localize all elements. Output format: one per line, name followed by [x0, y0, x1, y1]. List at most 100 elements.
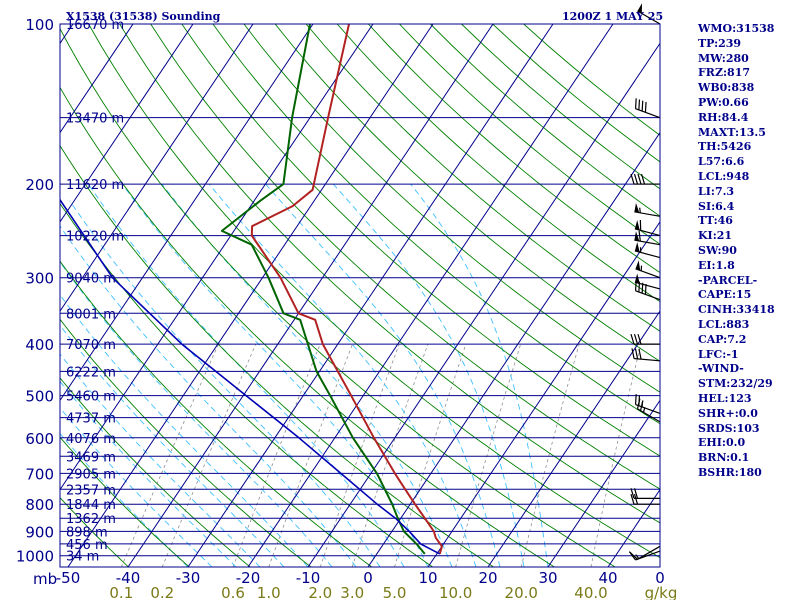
index-item: BRN:0.1	[698, 451, 750, 465]
wind-barb	[635, 260, 661, 279]
wind-barb-flag	[634, 348, 639, 359]
dry-adiabat	[60, 318, 312, 567]
index-item: MAXT:13.5	[698, 125, 766, 139]
sounding-profiles	[60, 24, 443, 555]
moist-adiabat	[60, 225, 357, 567]
index-item: HEL:123	[698, 391, 752, 405]
pressure-tick-label: 400	[25, 336, 54, 354]
wind-barb	[634, 230, 661, 246]
dry-adiabat	[181, 24, 660, 457]
moist-adiabat	[60, 324, 285, 567]
moist-adiabat	[60, 261, 333, 567]
index-item: WMO:31538	[698, 22, 775, 35]
parcel-path-line	[60, 198, 441, 555]
wind-barb-staff	[637, 545, 661, 560]
isobars	[60, 23, 660, 557]
height-label: 16670 m	[66, 18, 124, 33]
dewpoint-profile-line	[220, 24, 426, 555]
wind-barb-pennant	[637, 3, 642, 14]
dry-adiabat	[150, 24, 660, 490]
index-item: SI:6.4	[698, 199, 735, 213]
dry-adiabat	[60, 496, 129, 567]
height-label: 4737 m	[66, 412, 116, 427]
wind-barb	[637, 3, 661, 25]
dry-adiabat	[305, 24, 660, 332]
wind-barb-staff	[637, 10, 661, 25]
isotherm-line	[487, 310, 660, 567]
wind-barb-flag	[637, 333, 642, 345]
mixing-ratio-label: 3.0	[340, 584, 364, 600]
mixing-ratio-line	[520, 343, 580, 567]
wind-barb	[628, 550, 661, 561]
wind-barb-flag	[638, 281, 641, 293]
wind-barb	[634, 202, 661, 217]
wind-barb-staff	[634, 250, 661, 259]
index-item: CAP:7.2	[698, 332, 747, 346]
temperature-tick-label: 0	[363, 569, 373, 587]
height-label: 7070 m	[66, 338, 116, 353]
dry-adiabat	[243, 24, 660, 393]
index-item: MW:280	[698, 51, 749, 65]
mixing-ratio-label: 0.2	[150, 584, 174, 600]
wind-barb-flag	[639, 400, 644, 411]
wind-barb-flag	[638, 99, 641, 110]
index-item: STM:232/29	[698, 377, 773, 391]
pressure-tick-label: 100	[25, 16, 54, 34]
isotherm-line	[60, 24, 194, 223]
isotherm-line	[0, 24, 13, 567]
wind-barb	[630, 488, 660, 499]
wind-barb-staff	[635, 550, 661, 561]
mixing-ratio-line	[120, 343, 219, 567]
wind-barb-pennant	[634, 220, 640, 231]
wind-barbs	[628, 3, 661, 561]
wind-barb-flag	[636, 398, 641, 409]
moist-adiabat	[332, 183, 525, 567]
wind-barb-staff	[634, 228, 661, 237]
wind-barb-flag	[630, 333, 635, 345]
index-item: BSHR:180	[698, 465, 762, 479]
index-item: TP:239	[698, 36, 742, 50]
dry-adiabat	[274, 24, 660, 362]
index-item: SW:90	[698, 243, 737, 257]
isotherm-line	[60, 24, 134, 134]
wind-barb-flag	[638, 230, 641, 242]
temperature-tick-label: 30	[538, 569, 557, 587]
wind-barb-staff	[635, 403, 661, 415]
isotherm-line	[427, 220, 660, 567]
height-label: 6222 m	[66, 365, 116, 380]
moist-adiabat	[60, 407, 213, 567]
dry-adiabat	[60, 27, 616, 567]
plot-frame	[59, 23, 661, 568]
temperature-tick-label: -20	[236, 569, 261, 587]
index-item: L57:6.6	[698, 155, 745, 169]
pressure-tick-label: 1000	[16, 548, 54, 566]
wind-barb-half-flag	[639, 207, 641, 213]
index-item: -PARCEL-	[698, 273, 758, 287]
wind-barb	[631, 348, 661, 362]
isotherms	[0, 24, 660, 567]
pressure-tick-label: 600	[25, 430, 54, 448]
wind-barb-flag	[641, 100, 644, 112]
moist-adiabat	[161, 183, 453, 567]
wind-barb-flag	[634, 280, 637, 291]
mixing-ratio-lines	[120, 343, 642, 567]
height-label: 2905 m	[66, 467, 116, 482]
index-item: CINH:33418	[698, 303, 775, 317]
index-item: LCL:883	[698, 317, 750, 331]
wind-barb	[630, 173, 660, 185]
wind-barb-flag	[640, 173, 646, 185]
mixing-ratio-line	[590, 343, 642, 567]
index-item: PW:0.66	[698, 95, 749, 109]
wind-barb-staff	[635, 108, 661, 119]
wind-barb-staff	[635, 290, 661, 301]
mixing-ratio-line	[319, 343, 400, 567]
valid-time: 1200Z 1 MAY 25	[562, 10, 663, 23]
mixing-ratio-label: 20.0	[505, 584, 538, 600]
isotherm-line	[60, 24, 254, 313]
index-item: EI:1.8	[698, 258, 735, 272]
stability-indices-panel: WMO:31538 TP:239 MW:280 FRZ:817 WB0:838 PW:0.…	[698, 22, 798, 481]
height-label: 11620 m	[66, 178, 124, 193]
dry-adiabat	[119, 24, 660, 524]
moist-adiabat	[69, 200, 381, 567]
wind-barb-half-flag	[635, 554, 640, 560]
